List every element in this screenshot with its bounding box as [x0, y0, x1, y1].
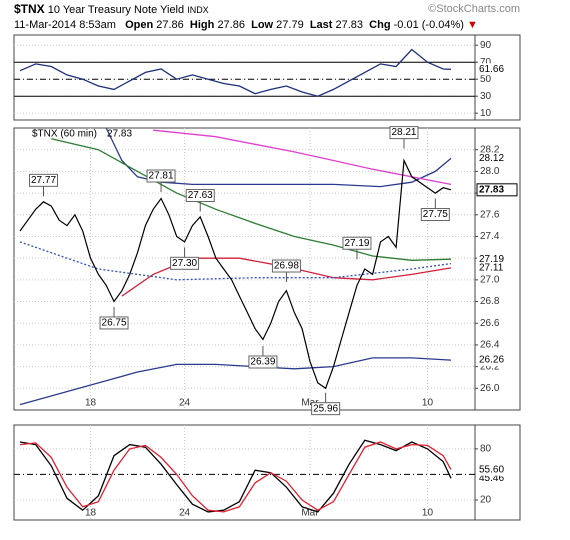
series-line [19, 441, 452, 513]
annotation-label: 28.21 [391, 127, 416, 138]
panel [13, 127, 476, 411]
annotation-label: 26.75 [102, 318, 127, 329]
x-tick-label: 18 [85, 398, 97, 409]
symbol: $TNX [14, 2, 45, 16]
x-tick-label: Mar [301, 398, 319, 409]
watermark: ©StockCharts.com [428, 3, 520, 15]
annotation-box [146, 169, 176, 183]
annotation-label: 26.39 [250, 357, 275, 368]
instrument-name: 10 Year Treasury Note Yield [47, 4, 185, 16]
y-tick-label: 27.6 [480, 209, 500, 220]
annotation-box [29, 173, 59, 187]
last-value-box [477, 354, 517, 367]
exchange: INDX [187, 5, 209, 15]
date: 11-Mar-2014 8:53am [14, 19, 116, 31]
high: 27.86 [217, 19, 245, 31]
last-value-label: 45.46 [479, 473, 504, 484]
y-tick-label: 26.2 [480, 361, 500, 372]
series-line [19, 241, 452, 281]
header: $TNX 10 Year Treasury Note Yield INDX ©St… [14, 2, 520, 33]
label-strip [474, 34, 521, 121]
series-line [153, 129, 452, 186]
annotation-label: 27.77 [31, 175, 56, 186]
annotation-box [311, 402, 341, 416]
annotation-label: 25.96 [313, 403, 338, 414]
quote-line: 11-Mar-2014 8:53am Open 27.86 High 27.86… [14, 18, 520, 33]
last-value-label: 27.19 [479, 254, 504, 265]
annotation-box [342, 236, 372, 250]
annotation-box [99, 316, 129, 330]
annotation-box [389, 126, 419, 140]
y-tick-label: 27.0 [480, 274, 500, 285]
y-tick-label: 26.0 [480, 383, 500, 394]
series-line [19, 439, 452, 513]
last-value-box [477, 463, 517, 476]
low-label: Low [251, 19, 274, 31]
annotation-label: 27.30 [172, 258, 197, 269]
chg: -0.01 (-0.04%) [393, 19, 464, 31]
series-line [19, 357, 452, 406]
panel [13, 34, 476, 121]
last-value-label: 55.60 [479, 464, 504, 475]
annotation-box [170, 256, 200, 270]
last-value-label: 27.83 [479, 184, 504, 195]
last: 27.83 [335, 19, 364, 31]
last-value-box [477, 152, 517, 165]
annotation-label: 27.81 [149, 171, 174, 182]
annotation-box [185, 189, 215, 203]
y-tick-label: 28.2 [480, 144, 500, 155]
annotation-label: 27.63 [188, 190, 213, 201]
chg-label: Chg [369, 19, 391, 31]
panel [13, 424, 476, 521]
x-tick-label: 24 [179, 508, 191, 519]
y-tick-label: 50 [480, 74, 492, 85]
low: 27.79 [276, 19, 304, 31]
open-label: Open [125, 19, 154, 31]
y-tick-label: 30 [480, 91, 492, 102]
y-tick-label: 80 [480, 443, 492, 454]
x-tick-label: Mar [301, 508, 319, 519]
annotation-box [248, 355, 278, 369]
open: 27.86 [156, 19, 184, 31]
y-tick-label: 28.0 [480, 166, 500, 177]
annotation-box [271, 259, 301, 273]
y-tick-label: 90 [480, 40, 492, 51]
last-label: Last [309, 19, 333, 31]
series-line [19, 48, 452, 97]
y-tick-label: 26.8 [480, 296, 500, 307]
annotation-label: 27.75 [423, 209, 448, 220]
x-tick-label: 24 [179, 398, 191, 409]
x-tick-label: 18 [85, 508, 97, 519]
legend-entry: $TNX (60 min) [32, 129, 97, 140]
last-value-box [477, 63, 517, 76]
y-tick-label: 27.4 [480, 231, 500, 242]
x-tick-label: 10 [422, 508, 434, 519]
legend-value: 27.83 [107, 129, 132, 140]
high-label: High [189, 19, 215, 31]
y-tick-label: 26.6 [480, 318, 500, 329]
annotation-box [420, 208, 450, 221]
series-line [51, 138, 452, 261]
title-line: $TNX 10 Year Treasury Note Yield INDX ©St… [14, 2, 520, 18]
last-value-label: 61.66 [479, 64, 504, 75]
y-tick-label: 10 [480, 108, 492, 119]
last-value-label: 28.12 [479, 153, 504, 164]
down-arrow: ▼ [466, 19, 478, 31]
last-value-label: 27.11 [479, 263, 504, 274]
y-tick-label: 70 [480, 57, 492, 68]
y-tick-label: 26.4 [480, 340, 500, 351]
annotation-label: 27.19 [344, 238, 369, 249]
x-tick-label: 10 [422, 398, 434, 409]
last-value-label: 26.26 [479, 355, 504, 366]
series-line [105, 127, 452, 188]
series-line [19, 158, 452, 390]
last-value-box [476, 183, 518, 197]
annotation-label: 26.98 [274, 261, 299, 272]
y-tick-label: 20 [480, 495, 492, 506]
last-value-box [477, 261, 517, 274]
